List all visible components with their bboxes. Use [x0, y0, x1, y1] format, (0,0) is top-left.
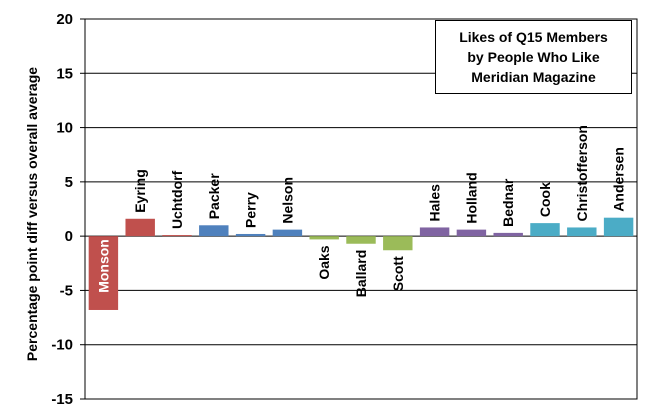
bar-cook [530, 223, 560, 237]
y-tick-label: 10 [56, 120, 73, 137]
bar-label-ballard: Ballard [353, 250, 369, 297]
bar-perry [235, 233, 266, 237]
bar-nelson [272, 229, 303, 237]
bar-hales [419, 227, 450, 237]
bar-andersen [603, 217, 634, 237]
bar-label-cook: Cook [537, 182, 553, 217]
bar-uchtdorf [162, 235, 192, 237]
bar-labels: Monson Eyring Uchtdorf Packer Perry Nelson Oak… [95, 125, 626, 297]
bar-label-uchtdorf: Uchtdorf [169, 170, 185, 229]
bar-label-packer: Packer [206, 173, 222, 219]
bar-label-scott: Scott [390, 256, 406, 291]
gridlines [80, 18, 638, 400]
chart-title-line-3: Meridian Magazine [471, 69, 596, 85]
y-tick-label: 20 [56, 11, 73, 28]
bar-label-bednar: Bednar [500, 178, 516, 227]
bar-ballard [346, 236, 376, 244]
y-tick-label: -10 [51, 337, 73, 354]
bar-label-eyring: Eyring [132, 169, 148, 213]
bar-holland [456, 229, 487, 237]
bar-label-perry: Perry [243, 192, 259, 228]
y-tick-labels: -15 -10 -5 0 5 10 15 20 [51, 11, 73, 408]
y-tick-label: 0 [65, 228, 73, 245]
y-tick-label: -5 [60, 282, 73, 299]
bar-label-christofferson: Christofferson [574, 125, 590, 221]
bar-label-hales: Hales [427, 184, 443, 222]
bar-label-nelson: Nelson [279, 177, 295, 224]
y-axis-label: Percentage point diff versus overall ave… [24, 67, 40, 361]
bar-monson [88, 236, 119, 310]
bar-bednar [493, 232, 523, 237]
y-tick-label: 5 [65, 174, 73, 191]
y-tick-label: 15 [56, 65, 73, 82]
bar-label-holland: Holland [463, 172, 479, 223]
chart-title-line-1: Likes of Q15 Members [459, 29, 608, 45]
bar-scott [383, 236, 413, 251]
bar-oaks [309, 236, 339, 240]
bar-eyring [125, 218, 155, 237]
bar-christofferson [567, 227, 597, 237]
bar-label-andersen: Andersen [611, 147, 627, 212]
bar-label-monson: Monson [95, 239, 111, 293]
chart-title-line-2: by People Who Like [467, 49, 600, 65]
y-tick-label: -15 [51, 391, 73, 408]
bar-packer [199, 225, 229, 237]
chart-title-box: Likes of Q15 Members by People Who Like … [435, 20, 632, 94]
bars [88, 217, 634, 310]
bar-label-oaks: Oaks [316, 245, 332, 279]
